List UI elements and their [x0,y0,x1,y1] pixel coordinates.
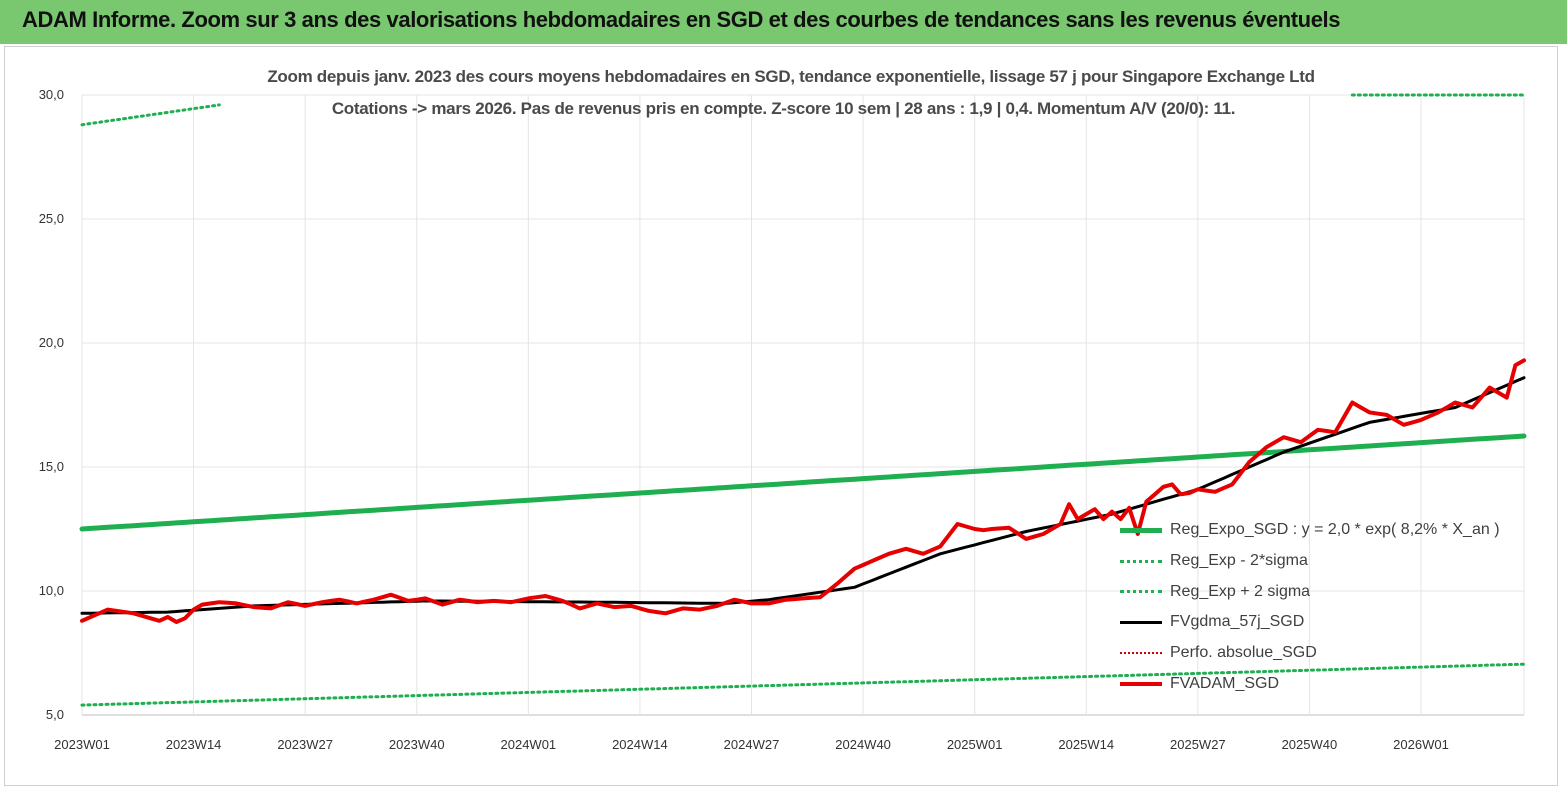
legend-swatch-perfo [1120,652,1162,655]
series-fvadam [80,358,1526,624]
x-tick-label: 2025W40 [1282,737,1338,752]
legend-swatch-reg-exp-minus [1120,559,1162,563]
chart-legend: Reg_Expo_SGD : y = 2,0 * exp( 8,2% * X_a… [1120,515,1520,699]
x-tick-label: 2024W27 [724,737,780,752]
y-tick-label: 10,0 [39,583,64,598]
chart-frame [4,46,1558,786]
legend-item-fvadam: FVADAM_SGD [1120,668,1520,699]
legend-label-perfo: Perfo. absolue_SGD [1170,644,1317,662]
x-tick-label: 2024W40 [835,737,891,752]
y-tick-label: 5,0 [46,707,64,722]
legend-swatch-fvadam [1120,681,1162,686]
legend-item-fvgdma: FVgdma_57j_SGD [1120,607,1520,638]
x-tick-label: 2023W01 [54,737,110,752]
legend-label-fvgdma: FVgdma_57j_SGD [1170,613,1305,631]
y-tick-label: 30,0 [39,87,64,102]
legend-item-reg-expo: Reg_Expo_SGD : y = 2,0 * exp( 8,2% * X_a… [1120,515,1520,546]
header-banner: ADAM Informe. Zoom sur 3 ans des valoris… [0,0,1567,44]
x-tick-label: 2023W14 [166,737,222,752]
legend-swatch-reg-expo [1120,527,1162,533]
legend-item-reg-exp-minus: Reg_Exp - 2*sigma [1120,546,1520,577]
series-reg-exp-minus [80,662,1526,707]
legend-swatch-fvgdma [1120,620,1162,624]
y-axis-ticks: 5,0 10,0 15,0 20,0 25,0 30,0 [39,87,64,722]
legend-label-reg-exp-plus: Reg_Exp + 2 sigma [1170,582,1311,600]
x-tick-label: 2025W01 [947,737,1003,752]
legend-swatch-reg-exp-plus [1120,590,1162,594]
x-tick-label: 2025W27 [1170,737,1226,752]
y-tick-label: 25,0 [39,211,64,226]
report-title: ADAM Informe. Zoom sur 3 ans des valoris… [22,7,1341,32]
y-tick-label: 15,0 [39,459,64,474]
x-tick-label: 2026W01 [1393,737,1449,752]
x-tick-label: 2023W27 [277,737,333,752]
y-tick-label: 20,0 [39,335,64,350]
legend-item-reg-exp-plus: Reg_Exp + 2 sigma [1120,576,1520,607]
chart-title-line-2: Cotations -> mars 2026. Pas de revenus p… [331,99,1236,118]
legend-label-reg-exp-minus: Reg_Exp - 2*sigma [1170,552,1308,570]
x-axis-ticks: 2023W01 2023W14 2023W27 2023W40 2024W01 2024W… [54,737,1449,752]
x-tick-label: 2024W01 [501,737,557,752]
legend-label-fvadam: FVADAM_SGD [1170,674,1280,692]
legend-label-reg-expo: Reg_Expo_SGD : y = 2,0 * exp( 8,2% * X_a… [1170,521,1500,539]
series-reg-exp-plus [80,103,221,127]
x-tick-label: 2023W40 [389,737,445,752]
x-tick-label: 2025W14 [1058,737,1114,752]
chart-title-line-1: Zoom depuis janv. 2023 des cours moyens … [267,67,1315,86]
gridlines [81,94,1525,716]
x-tick-label: 2024W14 [612,737,668,752]
series-lines [79,93,1527,707]
legend-item-perfo: Perfo. absolue_SGD [1120,638,1520,669]
